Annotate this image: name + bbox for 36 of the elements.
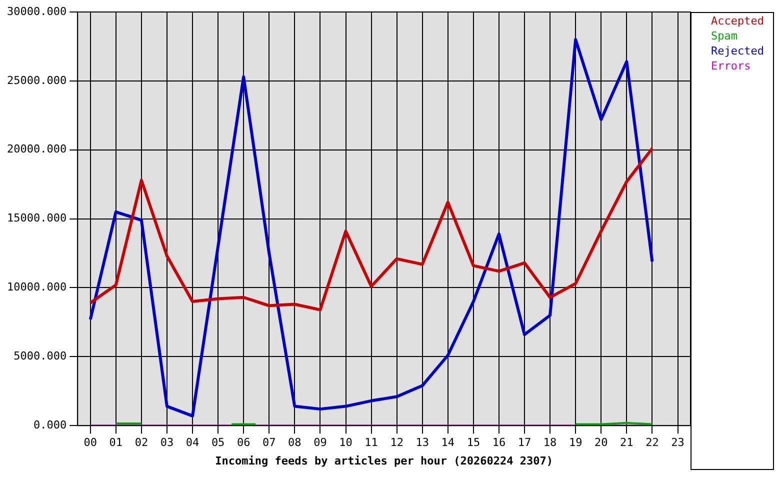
x-tick-label: 06 (236, 436, 250, 450)
x-tick-label: 00 (84, 436, 97, 450)
x-tick-label: 18 (543, 436, 557, 450)
x-tick-label: 02 (134, 436, 148, 450)
text: Accepted (711, 14, 764, 28)
x-tick-label: 17 (518, 436, 532, 450)
y-tick-label: 10000.000 (6, 280, 67, 294)
x-tick-label: 07 (262, 436, 276, 450)
x-tick-label: 03 (160, 436, 174, 450)
y-tick-label: 15000.000 (6, 212, 67, 225)
x-tick-label: 20 (594, 436, 608, 450)
x-tick-label: 01 (109, 436, 123, 450)
x-tick-label: 08 (288, 436, 302, 450)
x-tick-label: 16 (492, 436, 506, 450)
x-tick-label: 10 (339, 436, 352, 450)
text: Rejected (711, 44, 764, 58)
y-tick-label: 25000.000 (6, 74, 67, 87)
x-tick-label: 11 (364, 436, 378, 450)
text: Errors (711, 59, 751, 72)
x-axis-title: Incoming feeds by articles per hour (20260224 2307) (215, 454, 553, 468)
x-tick-label: 12 (390, 436, 404, 450)
x-tick-label: 14 (441, 436, 455, 450)
y-tick-label: 0.000 (33, 418, 67, 432)
x-tick-label: 04 (186, 436, 200, 450)
y-tick-label: 30000.000 (6, 4, 67, 18)
text: Spam (711, 29, 738, 42)
x-tick-label: 21 (620, 436, 634, 450)
x-tick-label: 19 (568, 436, 582, 450)
y-tick-label: 20000.000 (6, 142, 67, 156)
x-tick-label: 23 (671, 436, 684, 450)
y-tick-label: 5000.000 (14, 350, 67, 363)
x-tick-label: 05 (211, 436, 225, 450)
x-tick-label: 22 (646, 436, 659, 450)
x-tick-label: 15 (466, 436, 480, 450)
x-tick-label: 13 (416, 436, 429, 450)
x-tick-label: 09 (314, 436, 327, 450)
